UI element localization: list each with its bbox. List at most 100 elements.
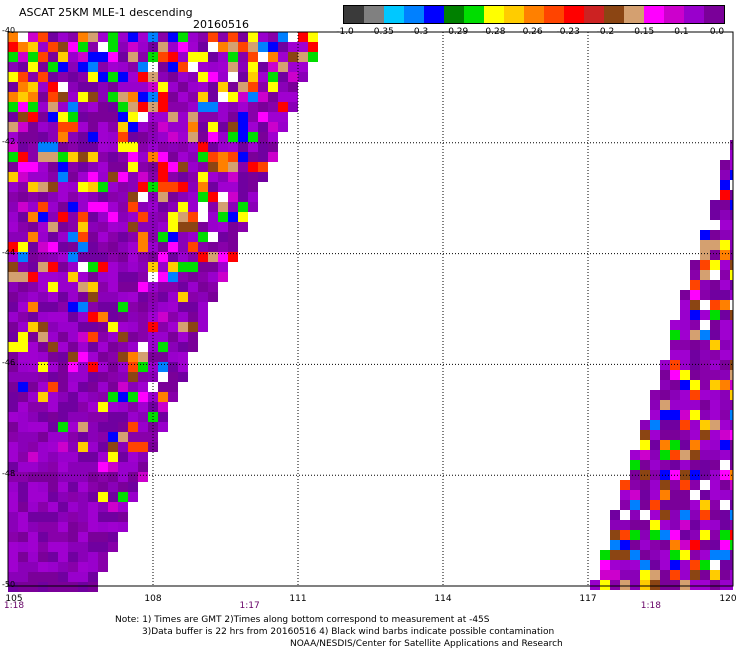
- swath-cell: [268, 142, 278, 152]
- swath-cell: [108, 202, 118, 212]
- swath-cell: [108, 152, 118, 162]
- swath-cell: [198, 92, 208, 102]
- longitude-tick-label: 117: [579, 594, 597, 604]
- swath-cell: [228, 212, 238, 222]
- swath-cell: [118, 282, 128, 292]
- swath-cell: [148, 152, 158, 162]
- swath-cell: [18, 352, 28, 362]
- swath-cell: [98, 162, 108, 172]
- swath-cell: [38, 552, 48, 562]
- swath-cell: [650, 500, 660, 510]
- colorbar-swatch: [504, 6, 524, 23]
- swath-cell: [700, 390, 710, 400]
- swath-cell: [38, 102, 48, 112]
- swath-cell: [48, 102, 58, 112]
- swath-cell: [38, 112, 48, 122]
- swath-cell: [18, 292, 28, 302]
- swath-cell: [670, 420, 680, 430]
- swath-cell: [248, 152, 258, 162]
- swath-cell: [208, 262, 218, 272]
- swath-cell: [78, 552, 88, 562]
- swath-cell: [28, 292, 38, 302]
- swath-cell: [48, 522, 58, 532]
- swath-cell: [68, 212, 78, 222]
- swath-cell: [18, 162, 28, 172]
- swath-cell: [118, 32, 128, 42]
- swath-cell: [28, 562, 38, 572]
- swath-cell: [308, 42, 318, 52]
- swath-cell: [98, 312, 108, 322]
- swath-cell: [78, 362, 88, 372]
- swath-cell: [98, 182, 108, 192]
- swath-cell: [78, 382, 88, 392]
- swath-cell: [710, 580, 720, 590]
- swath-cell: [670, 560, 680, 570]
- swath-cell: [108, 442, 118, 452]
- swath-cell: [38, 152, 48, 162]
- swath-cell: [138, 392, 148, 402]
- colorbar-swatch: [404, 6, 424, 23]
- swath-cell: [690, 270, 700, 280]
- swath-cell: [78, 482, 88, 492]
- swath-cell: [660, 490, 670, 500]
- swath-cell: [660, 520, 670, 530]
- swath-cell: [88, 162, 98, 172]
- swath-cell: [68, 332, 78, 342]
- swath-cell: [78, 562, 88, 572]
- swath-cell: [88, 362, 98, 372]
- swath-cell: [710, 320, 720, 330]
- swath-cell: [650, 470, 660, 480]
- swath-cell: [98, 562, 108, 572]
- swath-cell: [38, 482, 48, 492]
- swath-cell: [730, 240, 733, 250]
- swath-cell: [218, 262, 228, 272]
- swath-cell: [58, 52, 68, 62]
- swath-cell: [158, 272, 168, 282]
- swath-cell: [610, 570, 620, 580]
- swath-cell: [198, 312, 208, 322]
- swath-cell: [178, 302, 188, 312]
- time-label: 1:18: [640, 601, 661, 611]
- swath-cell: [148, 182, 158, 192]
- swath-cell: [188, 102, 198, 112]
- swath-cell: [620, 570, 630, 580]
- colorbar-swatch: [704, 6, 724, 23]
- swath-cell: [48, 222, 58, 232]
- swath-cell: [158, 132, 168, 142]
- swath-cell: [28, 552, 38, 562]
- swath-cell: [138, 372, 148, 382]
- swath-cell: [18, 152, 28, 162]
- swath-cell: [730, 210, 733, 220]
- swath-cell: [660, 570, 670, 580]
- swath-cell: [98, 252, 108, 262]
- swath-cell: [108, 472, 118, 482]
- swath-cell: [38, 562, 48, 572]
- swath-cell: [720, 370, 730, 380]
- swath-cell: [710, 370, 720, 380]
- swath-cell: [690, 330, 700, 340]
- swath-cell: [138, 102, 148, 112]
- swath-cell: [670, 400, 680, 410]
- swath-cell: [108, 122, 118, 132]
- swath-cell: [128, 422, 138, 432]
- swath-cell: [660, 360, 670, 370]
- swath-cell: [78, 272, 88, 282]
- swath-cell: [118, 452, 128, 462]
- swath-cell: [68, 522, 78, 532]
- swath-cell: [88, 482, 98, 492]
- swath-cell: [158, 62, 168, 72]
- swath-cell: [148, 242, 158, 252]
- swath-cell: [238, 92, 248, 102]
- swath-cell: [710, 270, 720, 280]
- swath-cell: [690, 290, 700, 300]
- swath-cell: [730, 230, 733, 240]
- swath-cell: [38, 52, 48, 62]
- swath-cell: [680, 340, 690, 350]
- swath-cell: [670, 340, 680, 350]
- swath-cell: [148, 212, 158, 222]
- colorbar-swatch: [564, 6, 584, 23]
- swath-cell: [610, 550, 620, 560]
- swath-cell: [118, 362, 128, 372]
- swath-cell: [610, 530, 620, 540]
- swath-cell: [168, 132, 178, 142]
